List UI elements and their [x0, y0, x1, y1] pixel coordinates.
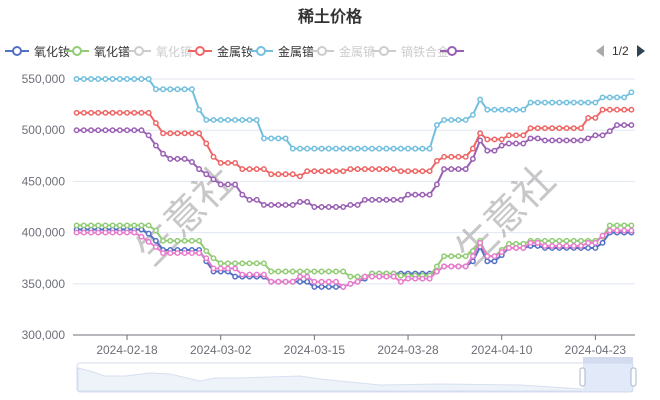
legend-item-pr-oxide[interactable]: 氧化镨 [65, 43, 130, 59]
legend-item-dy-metal[interactable]: 金属镝 [310, 43, 375, 59]
legend-label: 氧化镝 [156, 44, 193, 59]
legend-marker-icon [310, 46, 334, 56]
legend-label: 氧化镨 [94, 44, 131, 59]
legend-item-purple[interactable] [440, 40, 470, 62]
data-zoom-left-handle[interactable] [579, 367, 586, 387]
legend-item-pr-metal[interactable]: 金属镨 [249, 43, 314, 59]
data-zoom-selected-range[interactable] [583, 363, 633, 392]
data-zoom-shadow [77, 367, 583, 392]
legend-label: 金属镨 [278, 44, 315, 59]
legend-marker-icon [372, 46, 396, 56]
legend-marker-icon [5, 46, 29, 56]
data-zoom-move-handle[interactable] [583, 357, 633, 363]
chart-title: 稀土价格 [297, 9, 362, 26]
legend-marker-icon [249, 46, 273, 56]
legend-page-indicator: 1/2 [612, 44, 629, 58]
legend-marker-icon [127, 46, 151, 56]
legend-pager: 1/2 [596, 43, 645, 59]
legend-item-dy-fe-alloy[interactable]: 镝铁合金 [372, 43, 449, 59]
legend-marker-icon [65, 46, 89, 56]
legend-label: 金属钕 [217, 44, 254, 59]
legend-next-page-icon[interactable] [636, 45, 645, 57]
legend-item-dy-oxide[interactable]: 氧化镝 [127, 43, 192, 59]
legend-label: 金属镝 [339, 44, 376, 59]
legend-item-nd-metal[interactable]: 金属钕 [188, 43, 253, 59]
legend-prev-page-icon[interactable] [596, 45, 604, 57]
legend-label: 氧化钕 [34, 44, 71, 59]
legend-marker-icon [188, 46, 212, 56]
data-zoom-right-handle[interactable] [630, 367, 637, 387]
legend-label: 镝铁合金 [401, 44, 450, 59]
legend-item-nd-oxide[interactable]: 氧化钕 [5, 43, 70, 59]
legend-marker-icon [440, 46, 464, 56]
